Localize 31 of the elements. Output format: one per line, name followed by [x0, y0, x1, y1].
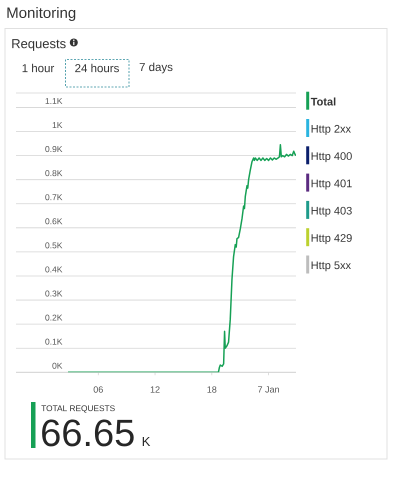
x-tick-label: 18 — [207, 386, 216, 393]
x-tick-label: 06 — [94, 386, 103, 393]
legend-label: Http 400 — [312, 152, 352, 162]
legend-label: Http 2xx — [312, 124, 351, 135]
chart-subtitle: Requests — [12, 39, 66, 51]
x-tick-label: 12 — [150, 386, 160, 393]
chart-title: Monitoring — [7, 7, 76, 21]
legend-label: Http 5xx — [312, 261, 351, 272]
text: K — [142, 437, 150, 446]
y-tick-label: 0.5K — [45, 242, 62, 248]
legend-label: Http 401 — [312, 180, 352, 190]
y-tick-label: 0.1K — [45, 338, 62, 345]
text: TOTAL REQUESTS — [41, 405, 115, 413]
legend-label: Total — [310, 97, 336, 106]
text: 66.65 — [42, 419, 134, 446]
y-tick-label: 0.2K — [45, 314, 62, 321]
y-tick-label: 0K — [52, 362, 62, 369]
x-tick-label: 7 Jan — [258, 386, 279, 393]
y-tick-label: 0.6K — [45, 218, 62, 224]
legend-label: Http 403 — [312, 206, 352, 217]
legend-label: Http 429 — [312, 234, 352, 244]
text: 7 days — [140, 62, 173, 74]
y-tick-label: 1.1K — [46, 98, 62, 104]
y-tick-label: 0.9K — [45, 146, 62, 152]
text: 1 hour — [22, 64, 54, 72]
y-tick-label: 0.7K — [45, 194, 62, 200]
y-tick-label: 0.4K — [45, 266, 62, 272]
y-tick-label: 0.3K — [45, 290, 62, 297]
text: 24 hours — [75, 64, 119, 72]
y-tick-label: 0.8K — [45, 170, 62, 176]
y-tick-label: 1K — [52, 122, 62, 128]
